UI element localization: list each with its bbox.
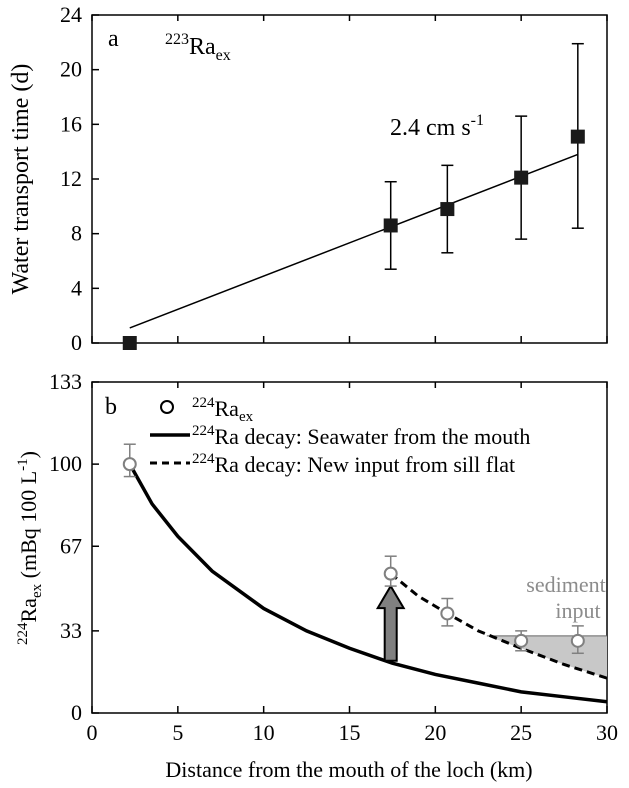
y-tick-label: 133: [49, 369, 82, 394]
y-tick-label: 16: [60, 111, 82, 136]
regression-line: [129, 153, 579, 329]
line-layer: [128, 153, 608, 704]
marker-layer: [122, 129, 585, 648]
panel-b-ylabel: 224Raex (mBq 100 L-1): [15, 451, 45, 645]
data-point-223ra: [383, 218, 398, 233]
x-axis-label: Distance from the mouth of the loch (km): [165, 757, 532, 782]
errorbar-layer: [123, 42, 584, 655]
x-tick-label: 0: [87, 720, 98, 745]
data-point-224ra: [440, 606, 455, 621]
sediment-annotation-line2: input: [555, 598, 600, 623]
y-tick-label: 12: [60, 166, 82, 191]
panel-a-label: a: [108, 26, 119, 52]
data-point-223ra: [570, 129, 585, 144]
panel-a-ylabel: Water transport time (d): [8, 64, 34, 295]
y-tick-label: 100: [49, 451, 82, 476]
y-tick-label: 24: [60, 2, 82, 27]
x-tick-label: 5: [172, 720, 183, 745]
legend-item-dashed: 224Ra decay: New input from sill flat: [192, 451, 515, 477]
data-point-224ra: [570, 633, 585, 648]
data-point-223ra: [440, 202, 455, 217]
x-tick-label: 30: [596, 720, 618, 745]
panel-a-series-label: 223Raex: [165, 31, 231, 64]
legend-item-marker: 224Raex: [192, 395, 254, 425]
input-arrow-icon: [375, 584, 406, 662]
sediment-annotation-line1: sediment: [526, 572, 605, 597]
x-tick-label: 20: [424, 720, 446, 745]
data-point-224ra: [514, 633, 529, 648]
data-point-224ra: [383, 566, 398, 581]
x-tick-label: 10: [253, 720, 275, 745]
data-point-223ra: [122, 336, 137, 350]
data-point-224ra: [122, 457, 137, 472]
panel-b-label: b: [105, 394, 117, 420]
y-tick-label: 0: [71, 700, 82, 725]
sill-input-decay-curve: [389, 572, 608, 680]
data-point-223ra: [514, 170, 529, 185]
fit-annotation: 2.4 cm s-1: [390, 112, 484, 141]
legend-marker-icon: [160, 400, 174, 414]
panel-a-frame: [91, 14, 608, 344]
y-tick-label: 0: [71, 330, 82, 355]
seawater-decay-curve: [128, 463, 608, 704]
y-tick-label: 20: [60, 57, 82, 82]
y-tick-label: 33: [60, 618, 82, 643]
x-tick-label: 25: [510, 720, 532, 745]
y-tick-label: 67: [60, 533, 82, 558]
legend-item-solid: 224Ra decay: Seawater from the mouth: [192, 423, 530, 449]
y-tick-label: 4: [71, 275, 82, 300]
x-tick-label: 15: [339, 720, 361, 745]
tick-layer: 0 4 8 12 16 20 24 0 33 67 100 133 0 5 10 15 20 25 30: [49, 2, 618, 745]
y-tick-label: 8: [71, 221, 82, 246]
